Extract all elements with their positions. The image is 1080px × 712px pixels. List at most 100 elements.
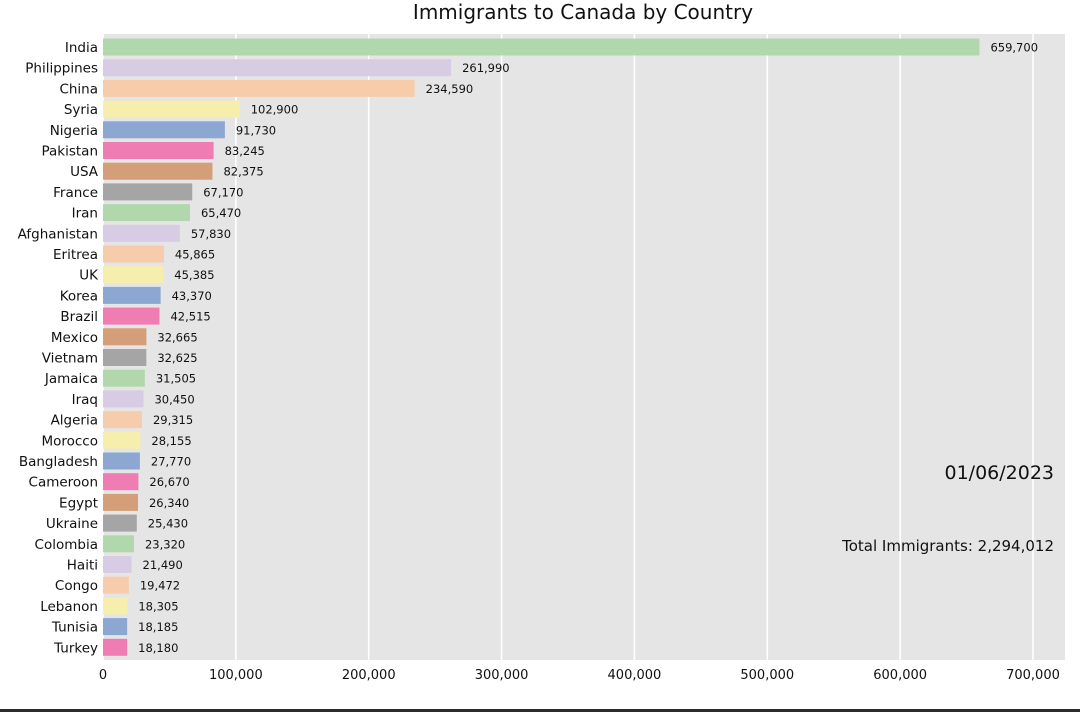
value-label: 91,730 — [236, 123, 276, 137]
category-label: Brazil — [60, 309, 98, 325]
bar — [103, 266, 164, 284]
category-label: Turkey — [53, 640, 98, 656]
bar — [103, 349, 147, 366]
category-label: Afghanistan — [18, 226, 98, 242]
value-label: 18,180 — [138, 641, 178, 655]
bar — [103, 307, 160, 325]
category-label: Congo — [55, 578, 98, 594]
bar — [103, 535, 134, 553]
category-label: France — [53, 185, 98, 201]
x-tick-label: 300,000 — [475, 668, 529, 683]
category-label: Korea — [60, 288, 98, 304]
value-label: 45,385 — [174, 268, 214, 282]
bar — [103, 473, 139, 491]
category-label: Cameroon — [29, 475, 98, 491]
bar — [103, 224, 180, 242]
bar — [103, 38, 980, 56]
value-label: 234,590 — [426, 82, 474, 96]
bar — [103, 431, 141, 449]
total-immigrants-label: Total Immigrants: 2,294,012 — [841, 537, 1054, 555]
value-label: 42,515 — [170, 310, 210, 324]
bar — [103, 162, 213, 180]
bar — [103, 514, 137, 532]
category-label: China — [59, 81, 98, 97]
category-label: Haiti — [67, 558, 98, 574]
category-label: Iran — [72, 206, 98, 222]
value-label: 82,375 — [223, 165, 263, 179]
category-label: Eritrea — [53, 247, 98, 263]
category-label: UK — [79, 268, 99, 284]
chart-title: Immigrants to Canada by Country — [413, 0, 753, 24]
category-label: Jamaica — [44, 371, 98, 387]
bar — [103, 493, 138, 511]
value-label: 28,155 — [151, 434, 191, 448]
category-label: India — [65, 40, 98, 56]
bar — [103, 142, 214, 159]
value-label: 30,450 — [154, 392, 194, 406]
value-label: 32,665 — [157, 330, 197, 344]
bar — [103, 328, 147, 346]
category-label: Tunisia — [51, 620, 98, 636]
category-label: Philippines — [25, 61, 98, 77]
x-tick-label: 400,000 — [608, 668, 662, 683]
category-label: Bangladesh — [19, 454, 98, 470]
x-tick-label: 700,000 — [1006, 668, 1060, 683]
bar — [103, 576, 129, 594]
bar — [103, 452, 140, 470]
value-label: 45,865 — [175, 248, 215, 262]
value-label: 65,470 — [201, 206, 241, 220]
value-label: 659,700 — [990, 41, 1038, 55]
category-label: Mexico — [51, 330, 98, 346]
value-label: 25,430 — [148, 517, 188, 531]
value-label: 23,320 — [145, 537, 185, 551]
plot-background — [103, 34, 1065, 660]
bar — [103, 556, 132, 573]
x-tick-label-layer: 0 100,000 200,000 300,000 400,000 500,000 600,… — [99, 668, 1060, 683]
x-tick-label: 600,000 — [873, 668, 927, 683]
bar — [103, 390, 144, 408]
value-label: 21,490 — [143, 558, 183, 572]
date-label: 01/06/2023 — [944, 462, 1054, 484]
value-label: 83,245 — [225, 144, 265, 158]
x-tick-label: 100,000 — [209, 668, 263, 683]
bar — [103, 245, 164, 263]
value-label: 31,505 — [156, 372, 196, 386]
bar — [103, 59, 452, 77]
category-label: Colombia — [35, 537, 98, 553]
value-label: 26,340 — [149, 496, 189, 510]
bar — [103, 618, 128, 636]
category-label: Egypt — [59, 495, 98, 511]
bar — [103, 411, 142, 429]
x-tick-label: 0 — [99, 668, 107, 683]
bar — [103, 100, 240, 118]
bar — [103, 597, 128, 615]
value-label: 19,472 — [140, 579, 180, 593]
value-label-layer: 659,700 261,990 234,590 102,900 91,730 83,245… — [138, 41, 1038, 655]
category-label: Iraq — [72, 392, 98, 408]
bar-layer — [103, 38, 980, 656]
category-label: Ukraine — [46, 516, 98, 532]
category-label: Syria — [64, 102, 98, 118]
bar — [103, 79, 415, 97]
value-label: 29,315 — [153, 413, 193, 427]
x-tick-label: 500,000 — [740, 668, 794, 683]
value-label: 102,900 — [251, 103, 299, 117]
value-label: 261,990 — [462, 61, 510, 75]
grid-layer — [102, 34, 1034, 660]
bar — [103, 204, 190, 222]
value-label: 57,830 — [191, 227, 231, 241]
bar — [103, 286, 161, 304]
value-label: 26,670 — [149, 475, 189, 489]
value-label: 18,185 — [138, 620, 178, 634]
bottom-frame-line — [0, 709, 1080, 712]
category-label: Algeria — [51, 413, 98, 429]
value-label: 27,770 — [151, 455, 191, 469]
category-label: Nigeria — [50, 123, 98, 139]
category-label: USA — [70, 164, 99, 180]
category-label: Lebanon — [40, 599, 98, 615]
category-label: Vietnam — [42, 351, 98, 367]
bar — [103, 121, 225, 139]
bar — [103, 369, 145, 387]
